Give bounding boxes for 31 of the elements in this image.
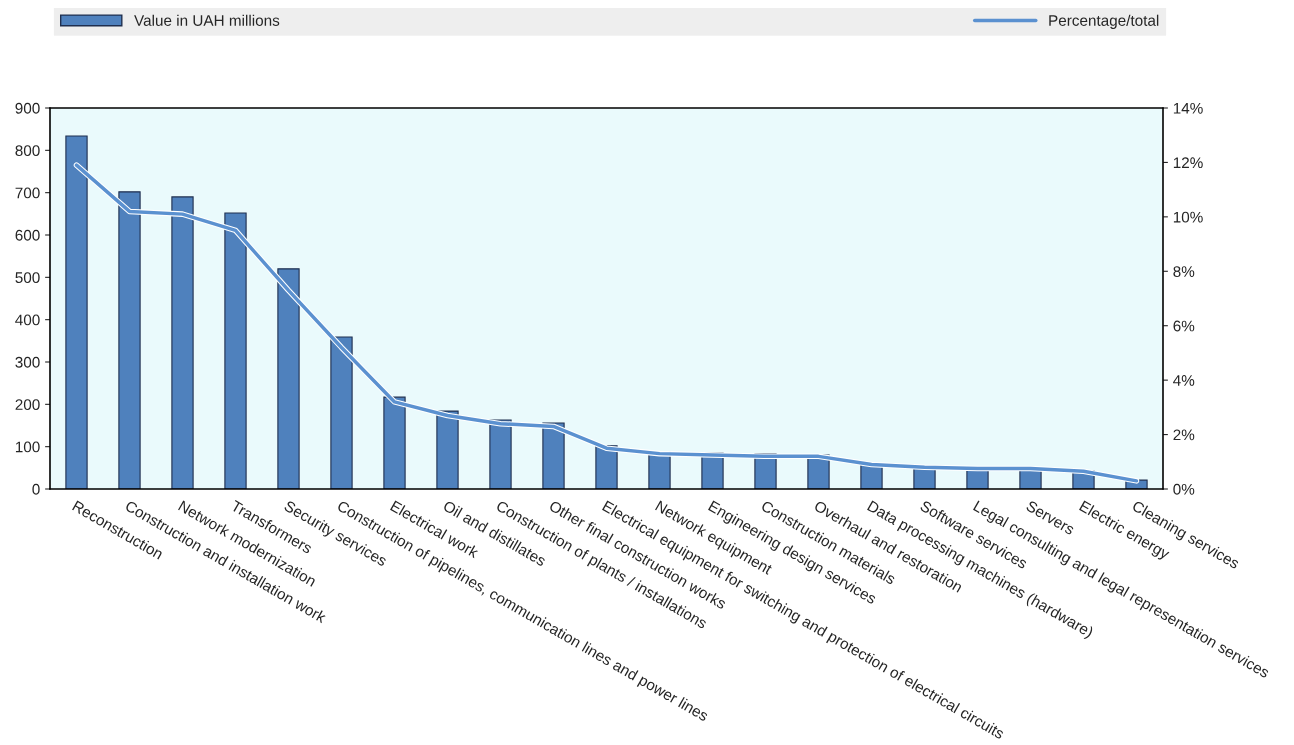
legend-label: Percentage/total	[1049, 14, 1159, 29]
y-tick-label: 500	[15, 272, 40, 284]
y2-tick-label: 14%	[1173, 102, 1203, 114]
y2-tick-label: 10%	[1173, 211, 1203, 223]
y-tick-label: 0	[32, 483, 40, 495]
y2-tick-label: 4%	[1173, 375, 1195, 386]
y-tick-label: 100	[15, 441, 40, 453]
bar	[224, 212, 247, 489]
bar	[171, 196, 194, 489]
line-series	[73, 162, 1140, 484]
bar	[489, 419, 512, 489]
y2-tick-label: 8%	[1173, 266, 1195, 277]
y2-tick-label: 6%	[1173, 320, 1195, 332]
y2-tick-label: 12%	[1173, 157, 1203, 169]
bar	[330, 336, 353, 489]
y-tick-label: 400	[15, 314, 40, 326]
y-tick-label: 800	[15, 145, 40, 157]
bar	[277, 268, 300, 489]
y-tick-label: 900	[15, 102, 40, 114]
y-tick-label: 300	[15, 356, 40, 368]
bar	[118, 191, 141, 489]
bar	[383, 396, 406, 489]
y-tick-label: 600	[15, 229, 40, 241]
y-tick-label: 200	[15, 399, 40, 411]
bar	[436, 410, 459, 489]
y2-tick-label: 2%	[1173, 429, 1195, 441]
y2-tick-label: 0%	[1173, 483, 1195, 495]
bar	[65, 135, 88, 489]
y-tick-label: 700	[15, 187, 40, 199]
bar	[542, 422, 565, 489]
legend-label: Value in UAH millions	[134, 14, 280, 26]
